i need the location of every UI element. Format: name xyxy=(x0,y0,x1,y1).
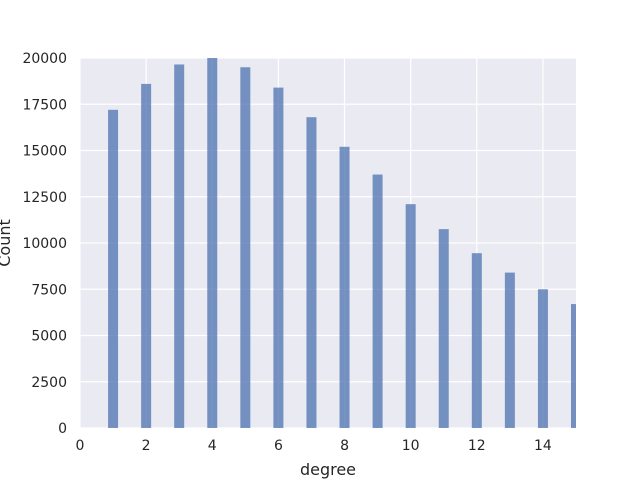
y-tick-label: 0 xyxy=(58,421,67,437)
bar xyxy=(108,109,119,429)
bar xyxy=(174,64,185,428)
bar xyxy=(471,253,482,428)
x-tick-label: 4 xyxy=(208,438,217,454)
bar xyxy=(207,58,218,428)
x-tick-label: 0 xyxy=(76,438,85,454)
x-tick-label: 8 xyxy=(340,438,349,454)
bar xyxy=(372,174,383,428)
y-tick-label: 17500 xyxy=(22,97,67,113)
y-axis-label: Count xyxy=(0,219,14,267)
x-tick-label: 10 xyxy=(402,438,420,454)
bar xyxy=(339,146,350,429)
bar xyxy=(438,229,449,428)
y-tick-label: 15000 xyxy=(22,144,67,160)
x-axis-label: degree xyxy=(300,460,356,479)
x-axis-ticks: 0 2 4 6 8 10 12 14 xyxy=(76,438,552,454)
y-tick-label: 5000 xyxy=(31,329,67,345)
bars xyxy=(108,58,576,429)
bar xyxy=(571,304,576,428)
x-tick-label: 14 xyxy=(534,438,552,454)
bar xyxy=(240,67,251,428)
y-tick-label: 20000 xyxy=(22,51,67,67)
bar xyxy=(504,272,515,428)
bar xyxy=(141,83,152,429)
bar xyxy=(405,204,416,428)
y-axis-ticks: 0 2500 5000 7500 10000 12500 15000 17500 20000 xyxy=(22,51,67,437)
bar xyxy=(537,289,548,428)
x-tick-label: 2 xyxy=(142,438,151,454)
bar xyxy=(306,117,317,428)
y-tick-label: 10000 xyxy=(22,236,67,252)
y-tick-label: 7500 xyxy=(31,282,67,298)
x-tick-label: 12 xyxy=(468,438,486,454)
x-tick-label: 6 xyxy=(274,438,283,454)
y-tick-label: 2500 xyxy=(31,375,67,391)
bar xyxy=(273,87,284,428)
y-tick-label: 12500 xyxy=(22,190,67,206)
